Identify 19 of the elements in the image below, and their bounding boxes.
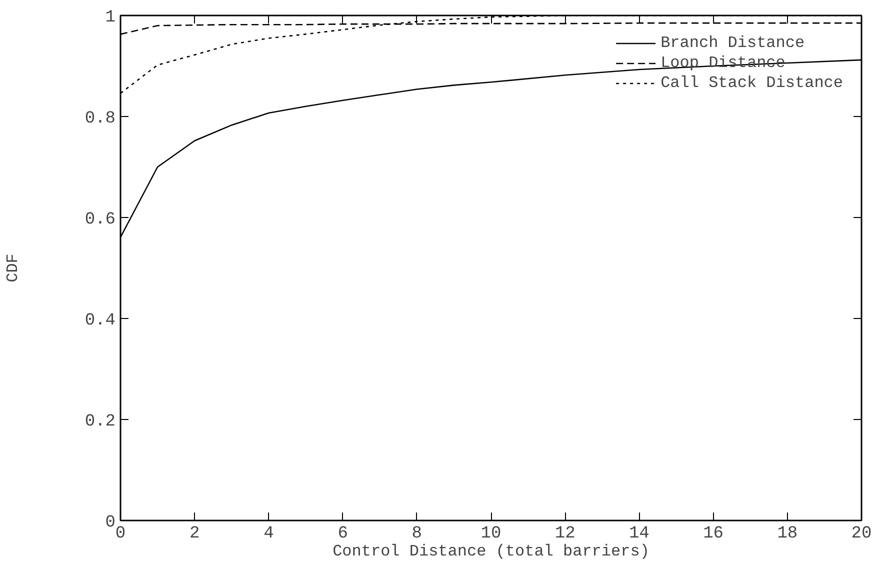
x-tick-label: 6 [338,524,348,544]
y-tick-label: 0.2 [84,412,116,432]
x-tick-label: 8 [412,524,422,544]
x-tick-label: 20 [851,524,872,544]
y-tick-label: 0.4 [84,312,116,330]
x-axis-title: Control Distance (total barriers) [332,542,650,560]
y-tick-label: 0.8 [84,110,116,128]
y-tick-label: 0.6 [84,210,116,230]
x-tick-label: 4 [264,524,274,544]
x-tick-label: 14 [629,524,650,544]
x-tick-label: 2 [190,524,200,544]
y-tick-label: 1 [105,8,116,28]
x-tick-label: 10 [480,524,502,544]
y-axis-title: CDF [4,254,22,282]
x-tick-label: 16 [703,524,724,544]
x-tick-label: 18 [777,524,798,544]
legend-label: Branch Distance [660,34,805,52]
x-tick-label: 12 [554,524,576,544]
legend-label: Call Stack Distance [660,74,843,92]
